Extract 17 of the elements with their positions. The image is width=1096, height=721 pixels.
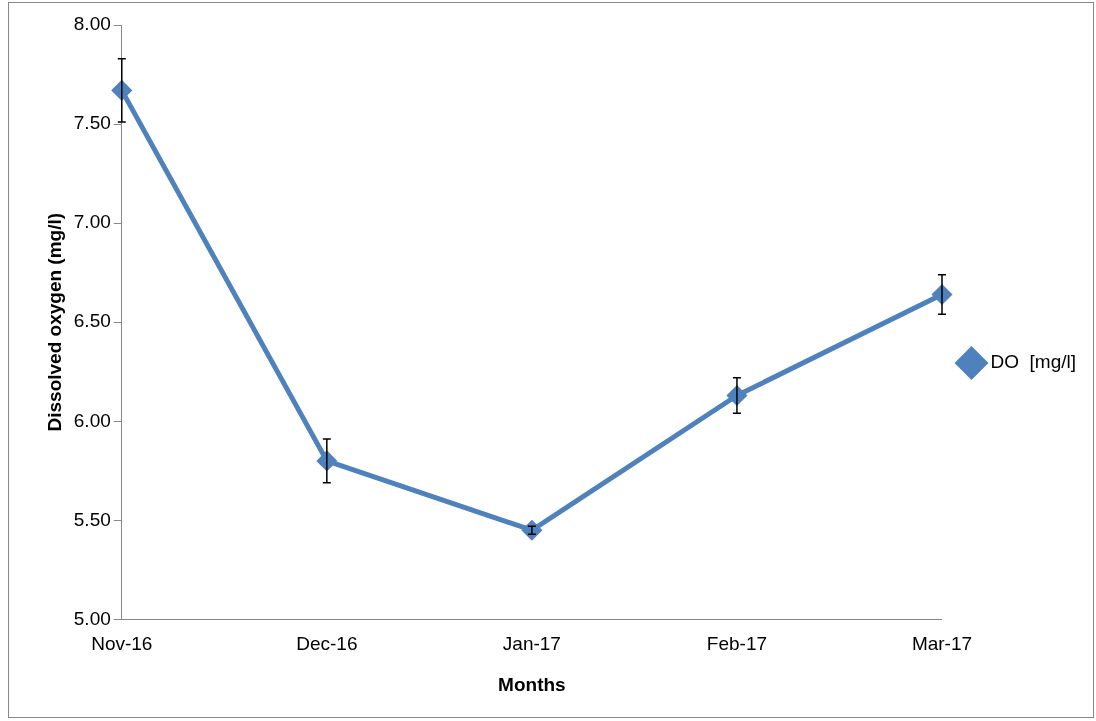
y-tick-label: 5.00 bbox=[73, 607, 111, 629]
y-tick-label: 8.00 bbox=[73, 13, 111, 35]
y-tick-label: 7.50 bbox=[73, 112, 111, 134]
x-tick-label: Feb-17 bbox=[706, 633, 768, 655]
y-tick-label: 6.50 bbox=[73, 310, 111, 332]
x-tick-label: Nov-16 bbox=[91, 633, 153, 655]
x-tick-label: Jan-17 bbox=[502, 633, 561, 655]
legend-label: DO [mg/l] bbox=[990, 351, 1077, 373]
y-axis-title: Dissolved oxygen (mg/l) bbox=[43, 212, 65, 432]
y-tick-label: 5.50 bbox=[73, 508, 111, 530]
y-tick-label: 6.00 bbox=[73, 409, 111, 431]
y-tick-label: 7.00 bbox=[73, 211, 111, 233]
x-tick-label: Dec-16 bbox=[296, 633, 358, 655]
x-axis-title: Months bbox=[498, 673, 566, 695]
point bbox=[522, 520, 542, 540]
x-tick-label: Mar-17 bbox=[911, 633, 973, 655]
point bbox=[112, 80, 132, 100]
